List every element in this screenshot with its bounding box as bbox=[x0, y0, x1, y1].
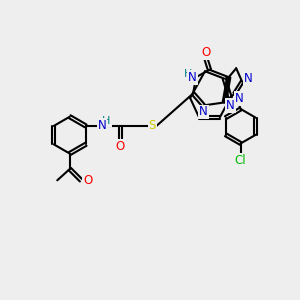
Text: N: N bbox=[199, 106, 208, 118]
Text: N: N bbox=[226, 99, 235, 112]
Text: N: N bbox=[188, 71, 197, 84]
Text: Cl: Cl bbox=[235, 154, 247, 167]
Text: N: N bbox=[235, 92, 244, 105]
Text: O: O bbox=[201, 46, 211, 59]
Text: H: H bbox=[184, 69, 192, 79]
Text: N: N bbox=[98, 119, 106, 132]
Text: N: N bbox=[244, 72, 253, 85]
Text: H: H bbox=[102, 116, 111, 127]
Text: S: S bbox=[148, 119, 156, 132]
Text: O: O bbox=[116, 140, 125, 153]
Text: O: O bbox=[83, 174, 92, 187]
